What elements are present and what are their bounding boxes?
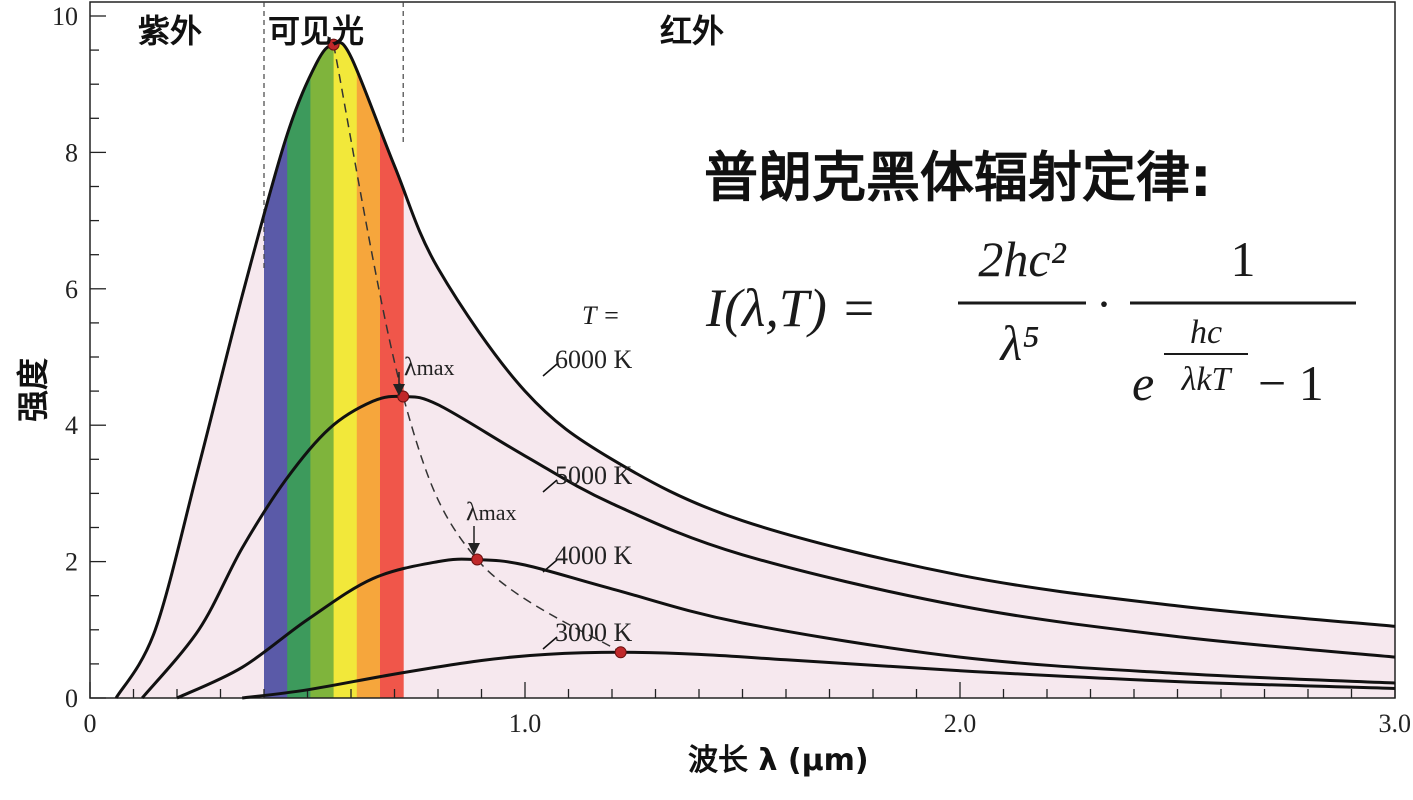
formula-num1: 2hc² [978, 231, 1066, 287]
temperature-label: T = [582, 301, 620, 330]
peak-marker-3 [614, 646, 627, 659]
x-tick-label: 1.0 [509, 709, 542, 738]
curve-5000k [141, 394, 1396, 699]
x-axis-label: 波长 λ (μm) [688, 743, 869, 778]
x-tick-label: 3.0 [1379, 709, 1412, 738]
formula-title: 普朗克黑体辐射定律: [704, 146, 1212, 209]
formula-den2-base: e [1132, 355, 1154, 411]
tick-labels: 0 2 4 6 8 10 0 1.0 2.0 3.0 [52, 2, 1411, 738]
peak-trace-line [332, 44, 622, 653]
formula-den2-tail: − 1 [1258, 355, 1324, 411]
formula-dot: · [1096, 278, 1112, 331]
series-label-3000k: 3000 K [555, 618, 633, 647]
region-label-visible: 可见光 [268, 12, 364, 50]
formula-den2-exp-den: λkT [1181, 361, 1233, 398]
formula-lhs: I(λ,T) = [705, 278, 877, 338]
x-tick-label: 2.0 [944, 709, 977, 738]
y-tick-label: 6 [65, 275, 78, 304]
spectrum-band-1 [287, 42, 311, 698]
x-axis-label-text: 波长 λ (μm) [688, 743, 869, 778]
y-tick-label: 10 [52, 2, 78, 31]
formula-den2-exp-num: hc [1190, 314, 1222, 351]
lambda-max-annotation-1: λmax [393, 352, 455, 396]
lambda-max-sub-1: max [417, 355, 455, 380]
lambda-max-symbol-2: λ [466, 497, 479, 526]
peak-marker-1 [397, 390, 410, 403]
spectrum-band-5 [380, 42, 404, 698]
lambda-max-arrowhead-1 [393, 384, 405, 396]
series-labels: 6000 K 5000 K 4000 K 3000 K [542, 345, 633, 650]
lambda-max-sub-2: max [479, 500, 517, 525]
spectrum-band-0 [264, 42, 288, 698]
lambda-max-label-2: λmax [466, 497, 517, 526]
y-tick-label: 2 [65, 548, 78, 577]
curve-4000k [176, 557, 1396, 700]
spectrum-band-2 [310, 42, 335, 698]
lambda-max-annotation-2: λmax [466, 497, 517, 555]
series-label-4000k: 4000 K [555, 541, 633, 570]
y-tick-label: 8 [65, 138, 78, 167]
y-tick-label: 0 [65, 684, 78, 713]
series-leader-2 [542, 559, 558, 573]
series-leader-0 [542, 363, 558, 377]
series-leader-1 [542, 479, 558, 493]
formula-num2: 1 [1231, 231, 1256, 287]
lambda-max-arrowhead-2 [468, 543, 480, 555]
y-tick-label: 4 [65, 411, 78, 440]
spectrum-band-4 [356, 42, 381, 698]
series-label-6000k: 6000 K [555, 345, 633, 374]
lambda-max-label-1: λmax [404, 352, 455, 381]
series-leader-3 [542, 636, 558, 650]
peak-markers [327, 38, 627, 659]
curve-fill-area [116, 42, 1396, 699]
curve-6000k [114, 41, 1396, 699]
region-label-ir: 红外 [660, 12, 724, 50]
spectrum-band-3 [333, 42, 358, 698]
series-label-5000k: 5000 K [555, 461, 633, 490]
formula-den1: λ⁵ [998, 315, 1039, 371]
region-label-uv: 紫外 [138, 12, 202, 50]
lambda-max-symbol-1: λ [404, 352, 417, 381]
peak-marker-0 [327, 38, 340, 51]
curve-3000k [242, 650, 1396, 700]
visible-spectrum-bands [264, 42, 404, 698]
peak-marker-2 [471, 553, 484, 566]
curves [114, 41, 1396, 700]
y-axis-label: 强度 [14, 358, 52, 422]
x-tick-label: 0 [84, 709, 97, 738]
